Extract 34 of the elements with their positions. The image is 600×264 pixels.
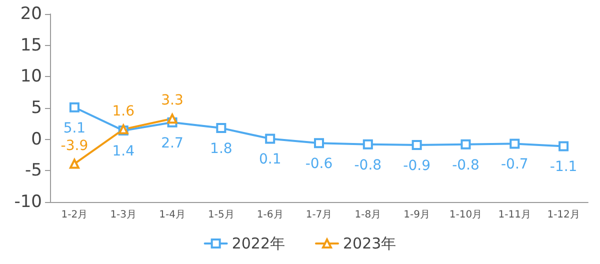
data-label: -0.9: [403, 158, 430, 174]
data-label: 5.1: [63, 120, 86, 136]
legend-label: 2022年: [232, 234, 286, 252]
y-tick-label: 10: [20, 66, 42, 87]
x-tick-label: 1-12月: [547, 210, 580, 220]
y-tick-label: -10: [14, 192, 42, 212]
data-label: 0.1: [258, 152, 282, 168]
legend-label: 2023年: [343, 234, 396, 252]
y-tick-label: 15: [20, 35, 42, 56]
x-tick-label: 1-10月: [449, 210, 482, 220]
data-label: -1.1: [550, 159, 578, 176]
y-tick-label: -5: [25, 160, 42, 181]
x-tick-label: 1-4月: [159, 210, 186, 220]
data-label: -3.9: [60, 138, 88, 154]
y-tick-label: 20: [20, 4, 42, 24]
data-label: -0.7: [500, 156, 528, 173]
data-label: 1.4: [112, 144, 135, 160]
x-tick-label: 1-9月: [404, 210, 430, 220]
data-label: 1.8: [210, 141, 232, 158]
x-tick-label: 1-5月: [208, 210, 234, 220]
x-tick-label: 1-7月: [306, 210, 332, 220]
data-label: 2.7: [161, 135, 184, 152]
x-tick-label: 1-3月: [110, 210, 137, 220]
data-label: -0.8: [452, 157, 480, 174]
data-label: 1.6: [112, 103, 135, 120]
data-label: -0.6: [305, 156, 333, 172]
data-label: 3.3: [161, 92, 184, 109]
x-tick-label: 1-2月: [61, 210, 88, 220]
x-tick-label: 1-6月: [256, 210, 284, 220]
x-tick-label: 1-11月: [498, 210, 531, 220]
x-tick-label: 1-8月: [354, 210, 382, 220]
y-tick-label: 5: [31, 98, 42, 118]
data-label: -0.8: [354, 157, 382, 174]
y-tick-label: 0: [31, 129, 42, 150]
